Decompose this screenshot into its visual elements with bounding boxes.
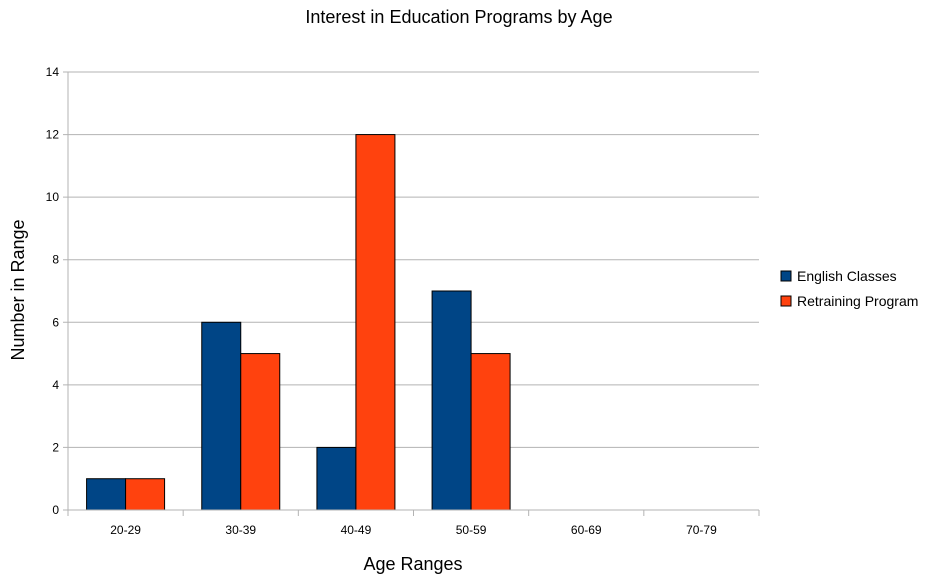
bar-english-classes-40-49: [316, 446, 357, 511]
legend-label: English Classes: [797, 268, 897, 284]
y-tick-label: 12: [46, 128, 60, 142]
y-tick-label: 6: [52, 315, 59, 329]
x-axis-title: Age Ranges: [363, 554, 462, 574]
gridlines: [63, 71, 759, 511]
bar-english-classes-50-59: [431, 290, 472, 511]
bar-retraining-program-20-29: [125, 478, 166, 511]
x-tick-label: 20-29: [110, 523, 141, 537]
x-tick-label: 40-49: [341, 523, 372, 537]
y-tick-label: 10: [46, 190, 60, 204]
y-tick-label: 4: [52, 378, 59, 392]
y-tick-labels: 0 2 4 6 8 10 12 14: [46, 65, 60, 517]
bar-retraining-program-40-49: [355, 134, 396, 511]
bar-retraining-program-50-59: [470, 353, 511, 511]
bars: [86, 134, 511, 511]
bar-english-classes-30-39: [201, 321, 242, 511]
y-axis-title: Number in Range: [8, 219, 28, 360]
bar-english-classes-20-29: [86, 478, 127, 511]
legend-swatch: [780, 295, 792, 307]
y-tick-label: 14: [46, 65, 60, 79]
y-tick-label: 8: [52, 253, 59, 267]
y-tick-label: 2: [52, 440, 59, 454]
legend-label: Retraining Program: [797, 293, 918, 309]
y-tick-label: 0: [52, 503, 59, 517]
x-tick-label: 50-59: [456, 523, 487, 537]
bar-retraining-program-30-39: [240, 353, 281, 511]
legend: English Classes Retraining Program: [780, 268, 918, 309]
x-tick-label: 70-79: [686, 523, 717, 537]
x-tick-label: 60-69: [571, 523, 602, 537]
x-tick-labels: 20-29 30-39 40-49 50-59 60-69 70-79: [110, 523, 717, 537]
axes: [67, 72, 760, 516]
x-tick-label: 30-39: [225, 523, 256, 537]
legend-swatch: [780, 270, 792, 282]
chart-title: Interest in Education Programs by Age: [305, 7, 612, 27]
